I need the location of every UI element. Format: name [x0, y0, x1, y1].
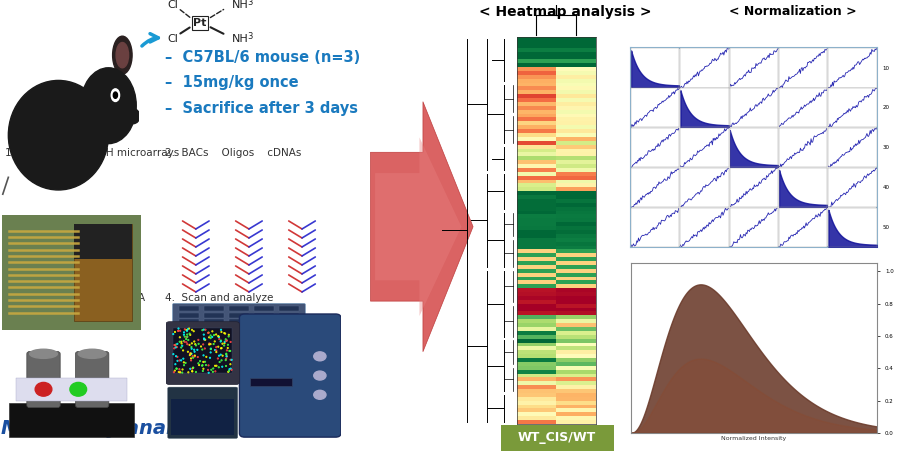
- FancyBboxPatch shape: [229, 320, 248, 325]
- FancyBboxPatch shape: [179, 320, 199, 325]
- FancyBboxPatch shape: [205, 312, 224, 318]
- FancyBboxPatch shape: [229, 312, 248, 318]
- FancyBboxPatch shape: [229, 306, 248, 311]
- Ellipse shape: [78, 349, 106, 358]
- Circle shape: [70, 382, 87, 396]
- Text: NH: NH: [232, 34, 248, 44]
- FancyBboxPatch shape: [173, 328, 232, 373]
- FancyBboxPatch shape: [250, 378, 292, 386]
- Ellipse shape: [30, 349, 57, 358]
- FancyBboxPatch shape: [179, 312, 199, 318]
- FancyBboxPatch shape: [9, 403, 134, 437]
- Circle shape: [111, 89, 119, 102]
- Text: 50: 50: [882, 225, 889, 230]
- FancyBboxPatch shape: [75, 352, 109, 408]
- FancyBboxPatch shape: [171, 398, 234, 435]
- Text: WT_CIS/WT: WT_CIS/WT: [518, 431, 597, 444]
- Ellipse shape: [127, 109, 140, 124]
- FancyBboxPatch shape: [205, 306, 224, 311]
- Polygon shape: [370, 102, 473, 352]
- Circle shape: [113, 92, 118, 98]
- Ellipse shape: [116, 43, 128, 68]
- FancyBboxPatch shape: [172, 303, 305, 329]
- Text: < Heatmap analysis >: < Heatmap analysis >: [479, 5, 651, 19]
- Polygon shape: [375, 137, 461, 316]
- FancyBboxPatch shape: [179, 306, 199, 311]
- Text: 3.  Hybridize genomic DNA: 3. Hybridize genomic DNA: [5, 293, 145, 303]
- FancyBboxPatch shape: [74, 224, 133, 259]
- Circle shape: [314, 352, 326, 361]
- Ellipse shape: [8, 81, 109, 190]
- Circle shape: [314, 390, 326, 399]
- Circle shape: [314, 371, 326, 380]
- FancyBboxPatch shape: [74, 224, 133, 321]
- FancyBboxPatch shape: [27, 352, 60, 408]
- FancyBboxPatch shape: [254, 320, 274, 325]
- Ellipse shape: [113, 36, 132, 74]
- Text: < Scatter plot >: < Scatter plot >: [736, 228, 849, 241]
- Text: NH: NH: [232, 0, 248, 10]
- Text: 1.  Manufacture CGH microarrays: 1. Manufacture CGH microarrays: [5, 148, 179, 158]
- Text: Cl: Cl: [168, 0, 179, 10]
- X-axis label: Normalized Intensity: Normalized Intensity: [721, 436, 787, 441]
- FancyBboxPatch shape: [254, 312, 274, 318]
- Text: 30: 30: [882, 145, 889, 150]
- FancyBboxPatch shape: [2, 215, 141, 330]
- Text: Cl: Cl: [168, 34, 179, 44]
- Text: Pt: Pt: [194, 18, 206, 28]
- FancyBboxPatch shape: [495, 423, 619, 453]
- Text: 3: 3: [247, 32, 252, 41]
- Text: –  Sacrifice after 3 days: – Sacrifice after 3 days: [165, 100, 358, 115]
- FancyBboxPatch shape: [166, 322, 239, 385]
- Text: 40: 40: [882, 185, 889, 190]
- FancyBboxPatch shape: [205, 320, 224, 325]
- FancyBboxPatch shape: [239, 314, 341, 437]
- Circle shape: [35, 382, 52, 396]
- Text: 10: 10: [882, 65, 889, 71]
- Text: 3: 3: [247, 0, 252, 7]
- Text: 2.  BACs    Oligos    cDNAs: 2. BACs Oligos cDNAs: [165, 148, 301, 158]
- FancyBboxPatch shape: [168, 387, 238, 438]
- Text: –  C57BL/6 mouse (n=3): – C57BL/6 mouse (n=3): [165, 50, 361, 65]
- Text: < Normalization >: < Normalization >: [729, 5, 857, 18]
- Text: 4.  Scan and analyze: 4. Scan and analyze: [165, 293, 274, 303]
- FancyBboxPatch shape: [15, 378, 126, 401]
- Text: –  15mg/kg once: – 15mg/kg once: [165, 76, 299, 91]
- Text: two (2) color: two (2) color: [5, 305, 84, 315]
- Text: 20: 20: [882, 105, 889, 110]
- FancyBboxPatch shape: [279, 312, 299, 318]
- FancyBboxPatch shape: [254, 306, 274, 311]
- Ellipse shape: [81, 68, 136, 144]
- FancyBboxPatch shape: [279, 320, 299, 325]
- Text: Microarray analysis: Microarray analysis: [1, 419, 215, 438]
- FancyBboxPatch shape: [279, 306, 299, 311]
